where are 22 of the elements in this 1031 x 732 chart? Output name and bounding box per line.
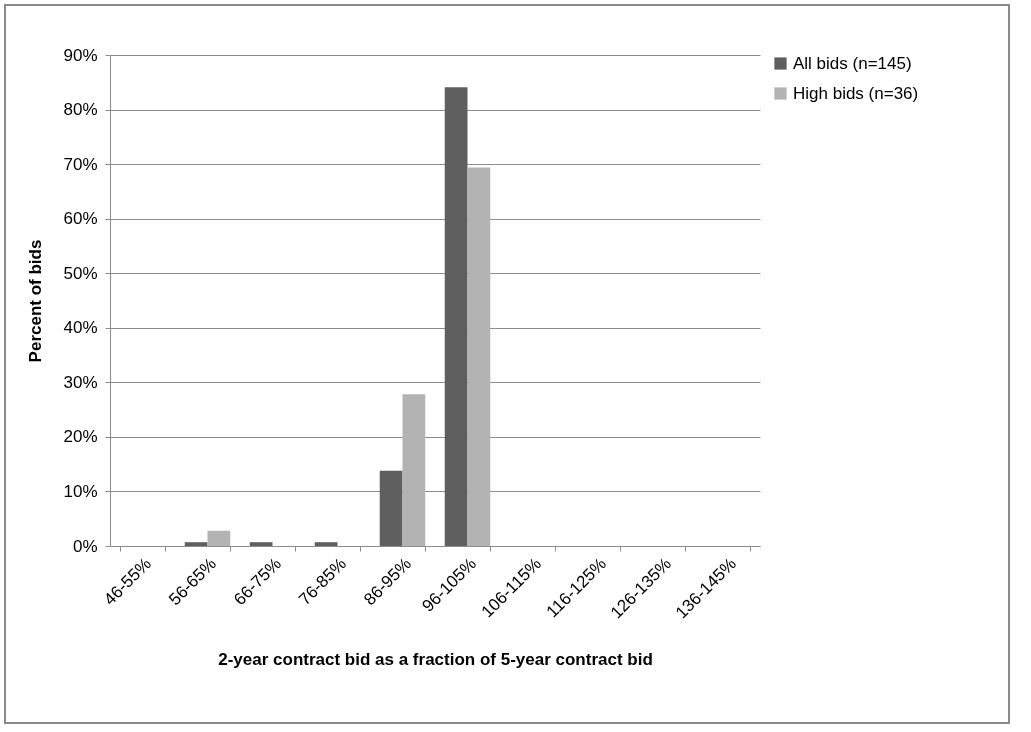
y-tick-label: 80% <box>63 100 98 120</box>
bar <box>402 394 426 546</box>
y-tick-label: 0% <box>72 536 98 556</box>
y-tick-label: 50% <box>63 263 98 283</box>
legend-label: High bids (n=36) <box>793 83 919 103</box>
y-tick-label: 40% <box>63 318 98 338</box>
x-axis-title: 2-year contract bid as a fraction of 5-year contract bid <box>218 649 653 669</box>
y-axis-title: Percent of bids <box>26 239 46 363</box>
y-tick-label: 30% <box>63 372 98 392</box>
y-tick-label: 90% <box>63 45 98 65</box>
bar <box>444 87 468 546</box>
legend-label: All bids (n=145) <box>793 53 912 73</box>
y-tick-label: 20% <box>63 427 98 447</box>
y-tick-label: 60% <box>63 209 98 229</box>
bar <box>314 542 338 546</box>
bar <box>467 167 491 546</box>
bar <box>249 542 273 546</box>
bar <box>379 470 403 546</box>
y-tick-label: 10% <box>63 481 98 501</box>
bar <box>207 530 231 546</box>
bar <box>184 542 208 546</box>
y-tick-label: 70% <box>63 154 98 174</box>
